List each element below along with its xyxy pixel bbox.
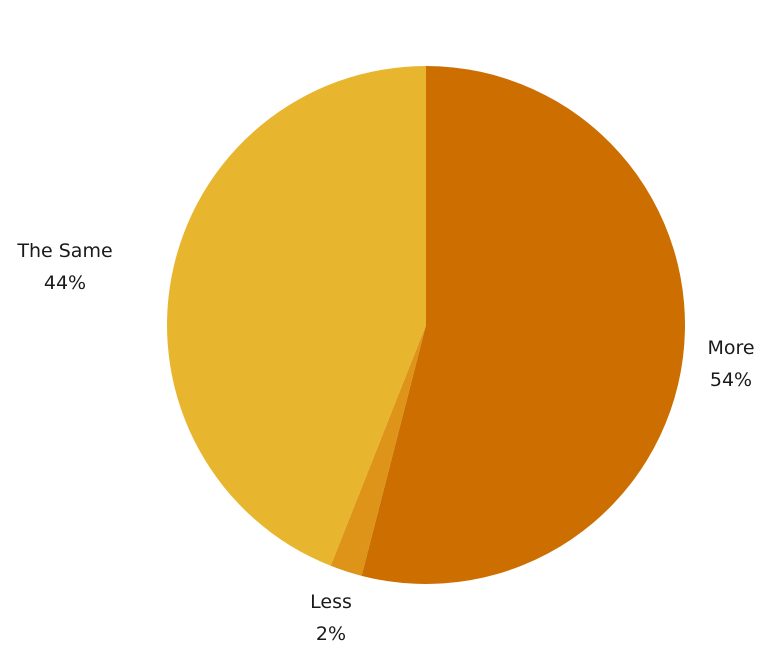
pie-slice-the-same [166,66,426,566]
slice-label-more: More 54% [707,332,754,396]
slice-value: 54% [709,369,753,391]
slice-category: Less [310,591,352,613]
slice-category: The Same [17,240,113,262]
pie-slice-more [361,66,685,585]
slice-value: 2% [315,623,347,645]
slice-label-less: Less 2% [310,586,352,650]
slice-label-the-same: The Same 44% [17,235,112,299]
slice-category: More [707,337,755,359]
pie-slice-less [330,325,426,576]
slice-value: 44% [43,272,87,294]
